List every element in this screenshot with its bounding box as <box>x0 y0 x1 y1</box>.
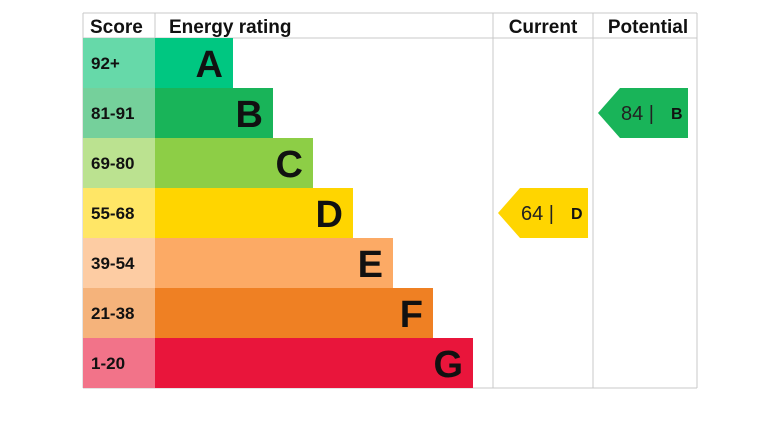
score-cell <box>83 88 155 138</box>
score-cell <box>83 38 155 88</box>
score-label: 39-54 <box>91 254 135 273</box>
band-bar <box>155 38 233 88</box>
score-cell <box>83 338 155 388</box>
band-g: 1-20 G <box>83 338 473 388</box>
arrow-value: 84 | <box>621 103 654 125</box>
score-cell <box>83 288 155 338</box>
arrow-letter: B <box>671 106 683 123</box>
arrow-shape <box>598 88 688 138</box>
band-letter: E <box>358 244 383 286</box>
band-bar <box>155 238 393 288</box>
score-cell <box>83 188 155 238</box>
band-letter: G <box>433 344 463 386</box>
band-letter: D <box>316 194 343 236</box>
band-letter: F <box>400 294 423 336</box>
arrow-shape <box>498 188 588 238</box>
score-cell <box>83 138 155 188</box>
rating-arrows: 64 | D 84 | B <box>498 88 688 238</box>
score-label: 21-38 <box>91 304 134 323</box>
band-f: 21-38 F <box>83 288 433 338</box>
score-label: 69-80 <box>91 154 134 173</box>
current-rating-arrow: 64 | D <box>498 188 588 238</box>
band-c: 69-80 C <box>83 138 313 188</box>
score-label: 92+ <box>91 54 120 73</box>
band-e: 39-54 E <box>83 238 393 288</box>
band-a: 92+ A <box>83 38 233 88</box>
band-bar <box>155 188 353 238</box>
band-bar <box>155 288 433 338</box>
arrow-value: 64 | <box>521 203 554 225</box>
band-b: 81-91 B <box>83 88 273 138</box>
band-bar <box>155 88 273 138</box>
rating-bands: 92+ A 81-91 B 69-80 C 55-68 D 39-54 E 21-38 F 1-20 G <box>83 38 473 388</box>
score-label: 1-20 <box>91 354 125 373</box>
band-letter: A <box>196 44 223 86</box>
score-label: 55-68 <box>91 204 134 223</box>
header-row: Score Energy rating Current Potential <box>90 17 688 38</box>
band-letter: C <box>276 144 303 186</box>
potential-rating-arrow: 84 | B <box>598 88 688 138</box>
energy-rating-header: Energy rating <box>169 17 291 38</box>
score-label: 81-91 <box>91 104 134 123</box>
score-header: Score <box>90 17 143 38</box>
current-header: Current <box>509 17 578 38</box>
score-cell <box>83 238 155 288</box>
band-bar <box>155 338 473 388</box>
band-bar <box>155 138 313 188</box>
potential-header: Potential <box>608 17 688 38</box>
band-letter: B <box>236 94 263 136</box>
band-d: 55-68 D <box>83 188 353 238</box>
arrow-letter: D <box>571 206 583 223</box>
